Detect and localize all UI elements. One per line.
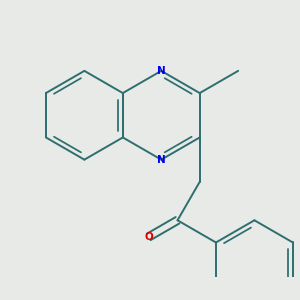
Text: O: O — [144, 232, 153, 242]
Text: N: N — [157, 66, 166, 76]
Text: N: N — [157, 155, 166, 165]
